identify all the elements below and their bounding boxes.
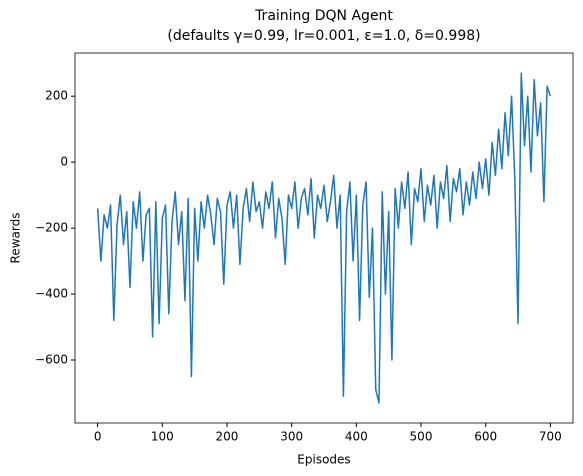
- x-tick-label: 300: [280, 430, 303, 444]
- y-tick-label: −200: [35, 221, 68, 235]
- y-axis-label: Rewards: [9, 213, 23, 264]
- x-tick-label: 600: [474, 430, 497, 444]
- x-tick-label: 400: [345, 430, 368, 444]
- chart-title: Training DQN Agent: [254, 8, 393, 24]
- data-line: [96, 72, 552, 404]
- y-tick-label: −600: [35, 353, 68, 367]
- x-axis-label: Episodes: [297, 453, 350, 467]
- y-tick-label: 0: [60, 155, 68, 169]
- x-tick-label: 0: [94, 430, 102, 444]
- y-tick-label: −400: [35, 287, 68, 301]
- x-tick-label: 500: [410, 430, 433, 444]
- x-tick-label: 200: [216, 430, 239, 444]
- x-tick-label: 100: [151, 430, 174, 444]
- chart-subtitle: (defaults γ=0.99, lr=0.001, ε=1.0, δ=0.9…: [167, 28, 480, 44]
- x-tick-label: 700: [539, 430, 562, 444]
- y-tick-label: 200: [45, 89, 68, 103]
- plot-frame: [74, 52, 574, 424]
